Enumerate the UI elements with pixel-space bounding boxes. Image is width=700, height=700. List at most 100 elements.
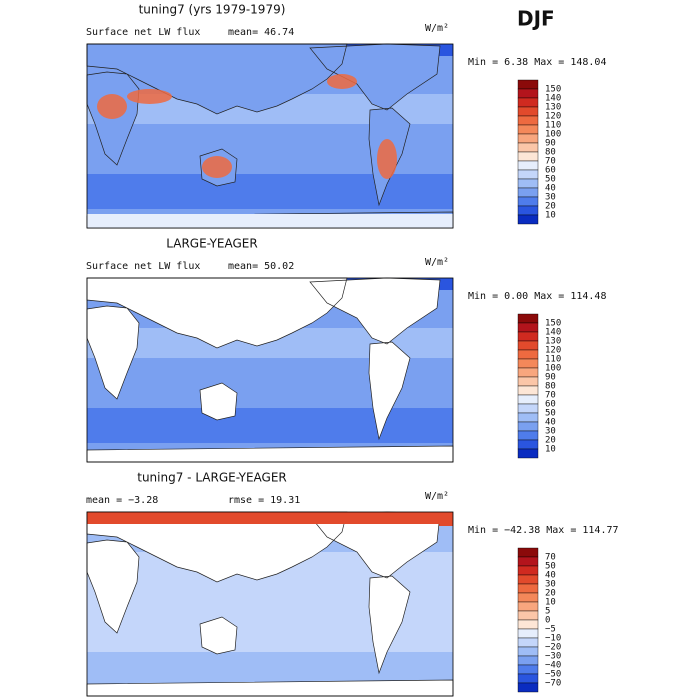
colorbar-label: 0: [545, 616, 550, 626]
map: [86, 277, 454, 463]
colorbar-label: 50: [545, 562, 556, 572]
colorbar-box: [517, 142, 539, 153]
colorbar-box: [517, 160, 539, 171]
colorbar-label: −20: [545, 643, 561, 653]
colorbar-box: [517, 322, 539, 333]
colorbar-box: [517, 439, 539, 450]
colorbar-box: [517, 178, 539, 189]
colorbar-box: [517, 115, 539, 126]
warm-patch: [327, 74, 357, 89]
panel-title: tuning7 (yrs 1979-1979): [139, 3, 286, 17]
colorbar-box: [517, 619, 539, 630]
colorbar-label: 130: [545, 337, 561, 347]
warm-patch: [202, 156, 232, 178]
colorbar-label: −10: [545, 634, 561, 644]
colorbar-box: [517, 421, 539, 432]
range: Min = 6.38 Max = 148.04: [468, 57, 606, 68]
colorbar-label: 70: [545, 553, 556, 563]
colorbar-label: −30: [545, 652, 561, 662]
panel-label: mean = −3.28: [86, 495, 158, 506]
colorbar-label: −5: [545, 625, 556, 635]
colorbar-label: 60: [545, 400, 556, 410]
colorbar-label: 40: [545, 184, 556, 194]
colorbar-box: [517, 169, 539, 180]
colorbar-box: [517, 583, 539, 594]
colorbar-box: [517, 376, 539, 387]
colorbar-label: 30: [545, 580, 556, 590]
panel-stat: mean= 46.74: [228, 27, 294, 38]
colorbar-box: [517, 673, 539, 684]
colorbar-box: [517, 214, 539, 225]
colorbar-label: 150: [545, 319, 561, 329]
panel-label: Surface net LW flux: [86, 261, 200, 272]
colorbar-box: [517, 637, 539, 648]
colorbar-label: −50: [545, 670, 561, 680]
colorbar-label: 70: [545, 391, 556, 401]
colorbar-box: [517, 340, 539, 351]
colorbar-label: 40: [545, 418, 556, 428]
panel-label: Surface net LW flux: [86, 27, 200, 38]
colorbar-label: 30: [545, 193, 556, 203]
colorbar-label: 10: [545, 598, 556, 608]
colorbar-label: 110: [545, 121, 561, 131]
units: W/m²: [425, 491, 449, 502]
colorbar-box: [517, 133, 539, 144]
range: Min = −42.38 Max = 114.77: [468, 525, 619, 536]
colorbar-label: −40: [545, 661, 561, 671]
colorbar-label: 40: [545, 571, 556, 581]
colorbar-box: [517, 151, 539, 162]
colorbar-box: [517, 349, 539, 360]
colorbar-label: 30: [545, 427, 556, 437]
colorbar-box: [517, 106, 539, 117]
map-frame: [86, 511, 454, 697]
panel-stat: rmse = 19.31: [228, 495, 300, 506]
map-frame: [86, 43, 454, 229]
colorbar-label: 140: [545, 328, 561, 338]
colorbar-box: [517, 628, 539, 639]
colorbar-box: [517, 601, 539, 612]
season-label: DJF: [517, 7, 555, 31]
colorbar-box: [517, 556, 539, 567]
colorbar-box: [517, 124, 539, 135]
map: [86, 511, 454, 697]
colorbar-label: 80: [545, 382, 556, 392]
colorbar-label: 10: [545, 211, 556, 221]
colorbar-label: 100: [545, 130, 561, 140]
colorbar-label: 150: [545, 85, 561, 95]
colorbar-box: [517, 385, 539, 396]
units: W/m²: [425, 23, 449, 34]
colorbar-box: [517, 88, 539, 99]
colorbar-box: [517, 655, 539, 666]
colorbar-box: [517, 196, 539, 207]
colorbar-label: 90: [545, 373, 556, 383]
colorbar-box: [517, 592, 539, 603]
colorbar-box: [517, 682, 539, 693]
colorbar-label: 90: [545, 139, 556, 149]
colorbar-box: [517, 574, 539, 585]
map: [86, 43, 454, 229]
colorbar-label: 20: [545, 589, 556, 599]
warm-patch: [97, 94, 127, 119]
colorbar-label: 20: [545, 436, 556, 446]
warm-patch: [377, 139, 397, 179]
colorbar-label: 20: [545, 202, 556, 212]
panel-title: tuning7 - LARGE-YEAGER: [137, 471, 287, 485]
colorbar-box: [517, 313, 539, 324]
colorbar-box: [517, 187, 539, 198]
colorbar-label: −70: [545, 679, 561, 689]
colorbar-label: 60: [545, 166, 556, 176]
colorbar-box: [517, 565, 539, 576]
range: Min = 0.00 Max = 114.48: [468, 291, 606, 302]
colorbar-label: 50: [545, 409, 556, 419]
colorbar-label: 140: [545, 94, 561, 104]
colorbar-box: [517, 430, 539, 441]
panel-title: LARGE-YEAGER: [166, 237, 257, 251]
map-frame: [86, 277, 454, 463]
polar-band: [87, 512, 453, 524]
colorbar-box: [517, 79, 539, 90]
colorbar-box: [517, 367, 539, 378]
colorbar-box: [517, 358, 539, 369]
colorbar-box: [517, 97, 539, 108]
colorbar-box: [517, 664, 539, 675]
